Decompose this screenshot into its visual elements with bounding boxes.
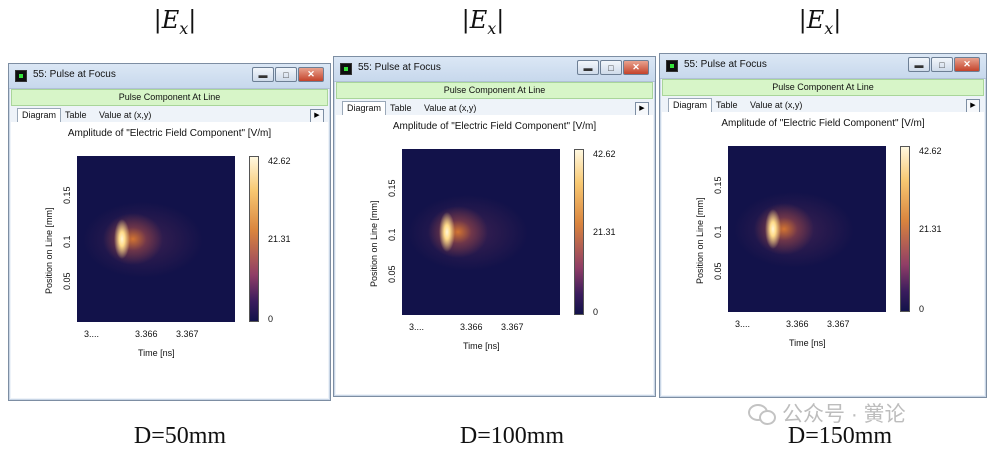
colorbar	[249, 156, 259, 322]
distance-label-left: D=50mm	[133, 423, 227, 449]
tab-diagram[interactable]: Diagram	[668, 98, 713, 115]
tab-value-at-xy[interactable]: Value at (x,y)	[99, 110, 152, 120]
y-tick: 0.05	[62, 272, 72, 290]
y-tick: 0.05	[387, 265, 397, 283]
x-tick: 3.366	[786, 319, 809, 329]
y-axis-label: Position on Line [mm]	[695, 197, 705, 284]
colorbar-min-label: 0	[268, 314, 274, 324]
close-button[interactable]: ✕	[298, 67, 324, 82]
close-button[interactable]: ✕	[623, 60, 649, 75]
heatmap[interactable]	[728, 146, 886, 312]
tab-table[interactable]: Table	[390, 103, 412, 113]
colorbar-max-label: 42.62	[268, 156, 291, 166]
diagram-panel: Amplitude of "Electric Field Component" …	[11, 122, 328, 398]
colorbar-min-label: 0	[919, 304, 925, 314]
tab-value-at-xy[interactable]: Value at (x,y)	[750, 100, 803, 110]
diagram-panel: Amplitude of "Electric Field Component" …	[662, 112, 984, 395]
tab-diagram[interactable]: Diagram	[342, 101, 387, 118]
window-titlebar[interactable]: 55: Pulse at Focus ▬ □ ✕	[660, 54, 986, 79]
tab-diagram[interactable]: Diagram	[17, 108, 62, 125]
colorbar	[900, 146, 910, 312]
equation-label-left: |Ex|	[153, 6, 197, 38]
minimize-button[interactable]: ▬	[908, 57, 930, 72]
colorbar-mid-label: 21.31	[593, 227, 616, 237]
diagram-panel: Amplitude of "Electric Field Component" …	[336, 115, 653, 394]
x-tick: 3.367	[176, 329, 199, 339]
pulse-component-header: Pulse Component At Line	[336, 82, 653, 99]
y-tick: 0.1	[387, 228, 397, 241]
app-icon	[666, 60, 678, 72]
heatmap[interactable]	[77, 156, 235, 322]
x-tick: 3.367	[501, 322, 524, 332]
colorbar	[574, 149, 584, 315]
x-axis-label: Time [ns]	[789, 338, 826, 348]
app-icon	[15, 70, 27, 82]
distance-label-right: D=150mm	[787, 423, 893, 449]
maximize-button[interactable]: □	[600, 60, 622, 75]
x-axis-label: Time [ns]	[138, 348, 175, 358]
watermark: 公众号 · 黉论	[748, 398, 906, 428]
equation-label-mid: |Ex|	[461, 6, 505, 38]
distance-label-mid: D=100mm	[459, 423, 565, 449]
y-tick: 0.1	[62, 235, 72, 248]
plot-title: Amplitude of "Electric Field Component" …	[721, 118, 925, 129]
tab-table[interactable]: Table	[65, 110, 87, 120]
y-axis-label: Position on Line [mm]	[369, 200, 379, 287]
x-tick: 3....	[84, 329, 100, 339]
maximize-button[interactable]: □	[931, 57, 953, 72]
tab-scroll-arrow-icon[interactable]: ▶	[635, 102, 649, 116]
x-tick: 3.366	[460, 322, 483, 332]
colorbar-max-label: 42.62	[593, 149, 616, 159]
colorbar-min-label: 0	[593, 307, 599, 317]
y-tick: 0.15	[62, 186, 72, 204]
heatmap[interactable]	[402, 149, 560, 315]
y-axis-label: Position on Line [mm]	[44, 207, 54, 294]
maximize-button[interactable]: □	[275, 67, 297, 82]
colorbar-mid-label: 21.31	[268, 234, 291, 244]
plot-title: Amplitude of "Electric Field Component" …	[392, 121, 597, 132]
colorbar-max-label: 42.62	[919, 146, 942, 156]
y-tick: 0.15	[387, 179, 397, 197]
y-tick: 0.15	[713, 176, 723, 194]
window-title: 55: Pulse at Focus	[684, 59, 767, 70]
wechat-icon	[748, 402, 776, 425]
minimize-button[interactable]: ▬	[252, 67, 274, 82]
tab-scroll-arrow-icon[interactable]: ▶	[966, 99, 980, 113]
y-tick: 0.1	[713, 225, 723, 238]
equation-label-right: |Ex|	[798, 6, 842, 38]
pulse-component-header: Pulse Component At Line	[662, 79, 984, 96]
close-button[interactable]: ✕	[954, 57, 980, 72]
x-tick: 3.367	[827, 319, 850, 329]
pulse-window-2[interactable]: 55: Pulse at Focus ▬ □ ✕ Pulse Component…	[333, 56, 656, 397]
window-title: 55: Pulse at Focus	[33, 69, 116, 80]
tab-value-at-xy[interactable]: Value at (x,y)	[424, 103, 477, 113]
pulse-component-header: Pulse Component At Line	[11, 89, 328, 106]
window-titlebar[interactable]: 55: Pulse at Focus ▬ □ ✕	[9, 64, 330, 89]
x-tick: 3....	[409, 322, 425, 332]
tab-table[interactable]: Table	[716, 100, 738, 110]
colorbar-mid-label: 21.31	[919, 224, 942, 234]
x-axis-label: Time [ns]	[463, 341, 500, 351]
x-tick: 3.366	[135, 329, 158, 339]
x-tick: 3....	[735, 319, 751, 329]
y-tick: 0.05	[713, 262, 723, 280]
pulse-window-1[interactable]: 55: Pulse at Focus ▬ □ ✕ Pulse Component…	[8, 63, 331, 401]
minimize-button[interactable]: ▬	[577, 60, 599, 75]
pulse-window-3[interactable]: 55: Pulse at Focus ▬ □ ✕ Pulse Component…	[659, 53, 987, 398]
app-icon	[340, 63, 352, 75]
plot-title: Amplitude of "Electric Field Component" …	[67, 128, 272, 139]
tab-scroll-arrow-icon[interactable]: ▶	[310, 109, 324, 123]
watermark-text: 公众号 · 黉论	[782, 403, 906, 426]
window-title: 55: Pulse at Focus	[358, 62, 441, 73]
window-titlebar[interactable]: 55: Pulse at Focus ▬ □ ✕	[334, 57, 655, 82]
